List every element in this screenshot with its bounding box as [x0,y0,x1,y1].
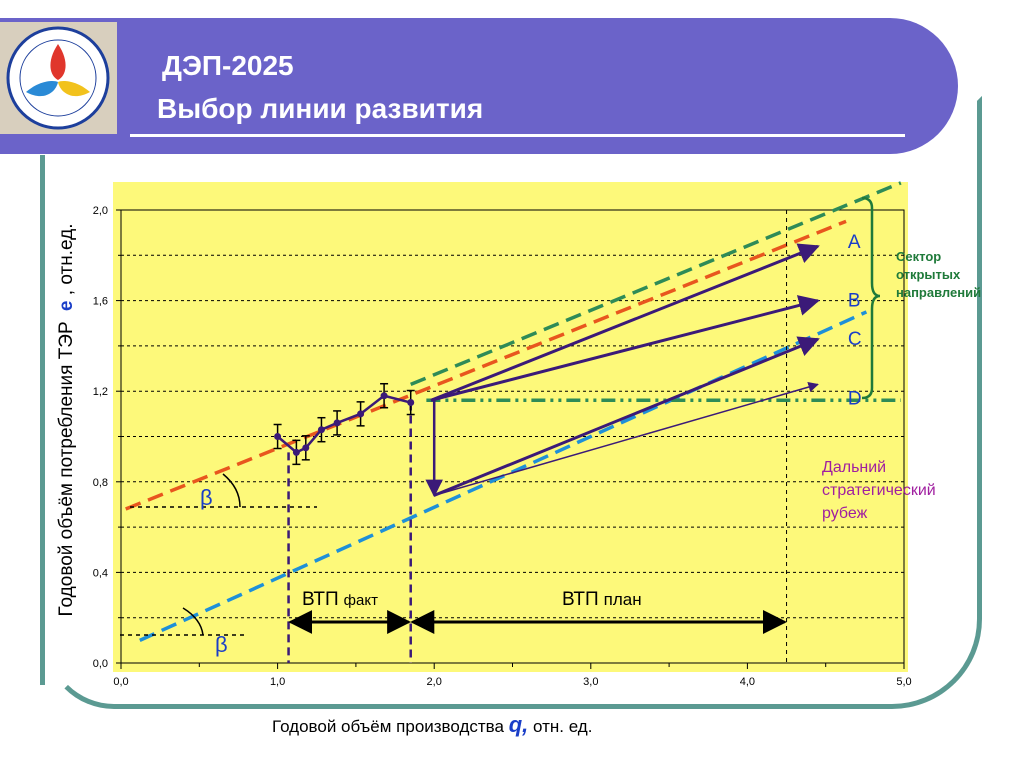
scenario-label-a: A [848,232,861,253]
data-point [407,399,415,407]
axes: 0,0 0,4 0,8 1,2 1,6 2,0 0,0 1,0 2,0 3,0 4,0 5,0 [93,205,912,688]
scenario-label-b: B [848,291,861,312]
x-tick-label: 4,0 [740,676,755,688]
sector-label-line: открытых [896,267,961,282]
logo-emblem-icon [6,26,110,130]
data-point [317,426,325,434]
data-point [380,392,388,400]
data-point [302,444,310,452]
sector-label-line: Сектор [896,249,941,264]
y-tick-label: 0,0 [93,658,108,670]
red-trend-line [125,219,847,511]
y-axis-title-suffix: , отн.ед. [56,224,77,296]
vtp-plan-label-sub: план [604,590,642,609]
vtp-fact-label-main: ВТП [302,589,339,610]
x-axis-title: Годовой объём производства q, отн. ед. [272,712,592,738]
x-tick-label: 3,0 [583,676,598,688]
beta-arc [182,607,204,636]
scenario-arrow-c [433,336,820,497]
scenario-arrow-b [430,295,820,402]
logo [0,22,117,134]
data-point [274,433,282,440]
header-divider [130,134,905,137]
header-band [0,18,958,154]
frontier-label-line: Дальний [822,459,886,476]
y-tick-label: 2,0 [93,205,108,217]
beta-label-upper: β [200,485,213,510]
scenario-label-c: C [848,329,862,350]
beta-label-lower: β [215,632,228,657]
frontier-label-line: стратегический [822,482,936,499]
y-tick-label: 0,4 [93,567,108,579]
sector-bracket [861,196,881,400]
x-axis-title-variable: q, [508,712,529,737]
x-tick-label: 5,0 [896,676,911,688]
vtp-plan-label-main: ВТП [562,589,599,610]
scenario-arrow-a [430,243,820,402]
scenario-arrows: A BC D [425,232,862,498]
x-axis-title-suffix: отн. ед. [533,717,593,736]
scenario-label-d: D [848,388,862,409]
annotations: ВТП факт ВТП план β β Сектор открытых направлени… [120,196,981,657]
x-tick-label: 2,0 [427,676,442,688]
vtp-fact-label: ВТП факт [302,589,378,610]
page-subtitle: Выбор линии развития [157,93,484,124]
y-axis-title-prefix: Годовой объём потребления ТЭР [56,321,77,616]
vtp-fact-label-sub: факт [344,592,378,609]
slide-frame-left [40,155,45,685]
x-tick-label: 1,0 [270,676,285,688]
y-axis-title-variable: е [56,301,77,312]
observed-series [273,382,415,466]
sector-label-line: направлений [896,285,981,300]
scenario-arrow-d [433,381,819,497]
y-tick-label: 1,6 [93,296,108,308]
y-tick-label: 1,2 [93,386,108,398]
data-point [333,419,341,427]
beta-arc [222,473,241,508]
y-axis-title: Годовой объём потребления ТЭР е , отн.ед… [56,224,77,617]
data-point [357,410,365,418]
frontier-label-line: рубеж [822,505,868,522]
green-trend-line [410,181,902,387]
x-axis-title-prefix: Годовой объём производства [272,717,504,736]
y-tick-label: 0,8 [93,477,108,489]
data-point [292,448,300,456]
page-title: ДЭП-2025 [162,50,294,81]
slide-frame [44,96,982,709]
x-tick-label: 0,0 [113,676,128,688]
vtp-plan-label: ВТП план [562,589,642,610]
